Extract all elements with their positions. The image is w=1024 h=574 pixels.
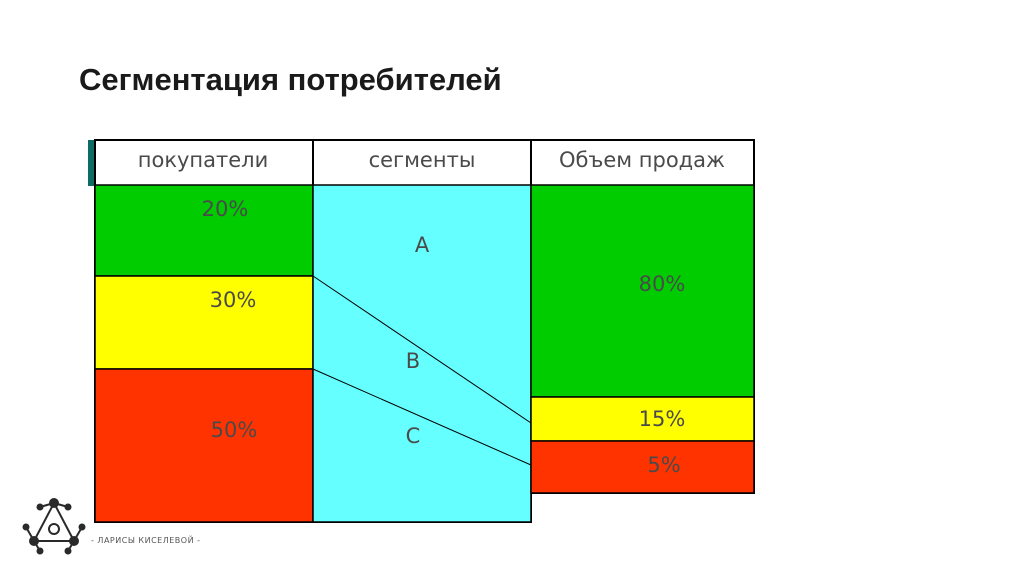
buyers-block-bottom: [94, 368, 314, 523]
buyers-label-top: 20%: [202, 197, 249, 221]
sales-block-top: [530, 184, 755, 398]
logo-caption: - ЛАРИСЫ КИСЕЛЕВОЙ -: [91, 536, 201, 545]
buyers-label-bottom: 50%: [211, 418, 258, 442]
segment-label-c: C: [406, 424, 421, 448]
sales-label-top: 80%: [639, 272, 686, 296]
header-segments: сегменты: [369, 148, 476, 172]
sales-label-bottom: 5%: [647, 453, 680, 477]
segment-label-a: A: [415, 233, 430, 257]
segments-block: [312, 184, 532, 523]
sales-label-middle: 15%: [639, 407, 686, 431]
segment-label-b: B: [406, 349, 420, 373]
sales-block-bottom: [530, 440, 755, 494]
molecule-logo-icon: [22, 498, 86, 555]
sales-block-middle: [530, 396, 755, 442]
slide-title: Сегментация потребителей: [79, 62, 502, 97]
segment-divider-b-c: [312, 368, 532, 466]
header-buyers: покупатели: [138, 148, 269, 172]
segment-divider-a-b: [312, 275, 532, 424]
buyers-block-middle: [94, 275, 314, 370]
left-accent-bar: [88, 140, 95, 186]
buyers-label-middle: 30%: [210, 288, 257, 312]
header-sales: Объем продаж: [559, 148, 725, 172]
buyers-block-top: [94, 184, 314, 277]
